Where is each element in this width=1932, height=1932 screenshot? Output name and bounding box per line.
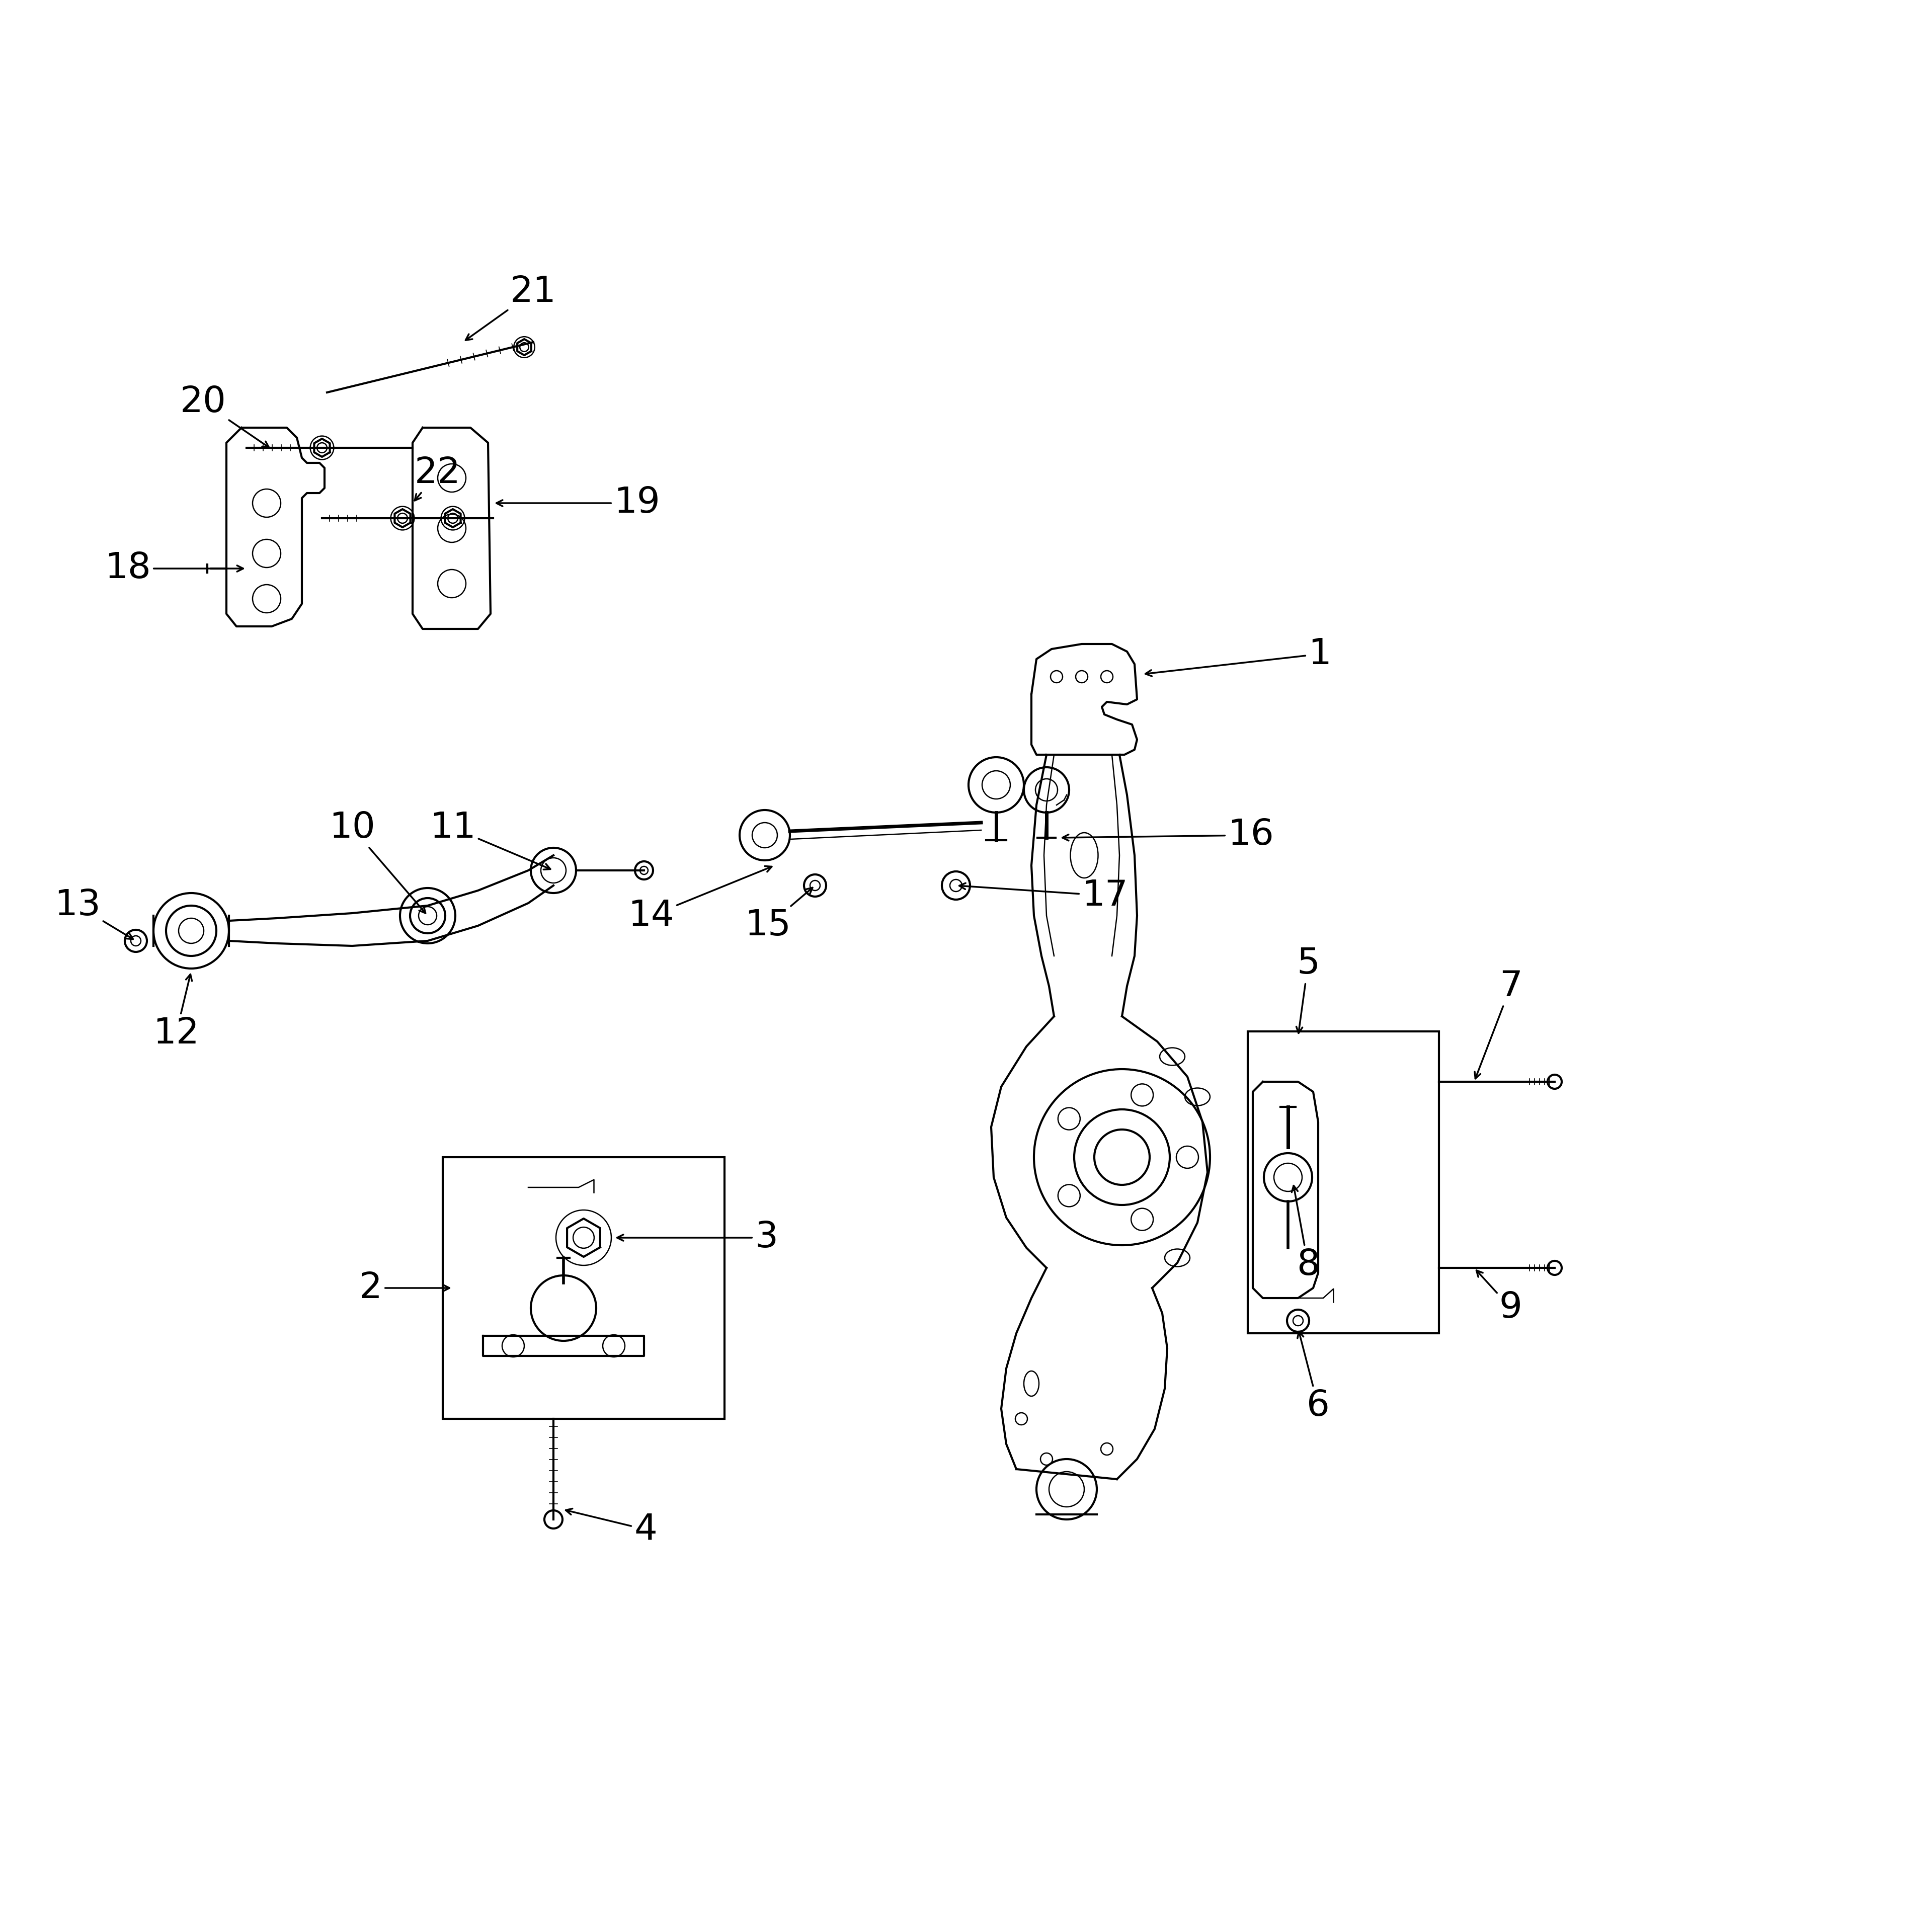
Text: 21: 21 [466,274,556,340]
Text: 10: 10 [328,811,425,914]
Text: 2: 2 [359,1271,450,1306]
Text: 17: 17 [960,879,1128,914]
Text: 7: 7 [1474,968,1522,1078]
Text: 20: 20 [180,384,269,448]
Text: 15: 15 [744,887,813,943]
Text: 3: 3 [616,1221,779,1256]
Text: 19: 19 [497,485,661,520]
Text: 14: 14 [628,866,771,933]
Text: 6: 6 [1298,1331,1329,1424]
Text: 9: 9 [1476,1271,1522,1325]
Text: 11: 11 [429,811,551,869]
Text: 4: 4 [566,1509,657,1548]
Text: 13: 13 [54,889,133,939]
Bar [1248,1032,1439,1333]
Text: 1: 1 [1146,638,1331,676]
Bar [442,1157,725,1418]
Text: 8: 8 [1293,1186,1320,1283]
Text: 12: 12 [153,974,199,1051]
Text: 22: 22 [415,456,462,500]
Text: 18: 18 [104,551,243,585]
Text: 16: 16 [1063,817,1273,852]
Text: 5: 5 [1296,947,1320,1034]
